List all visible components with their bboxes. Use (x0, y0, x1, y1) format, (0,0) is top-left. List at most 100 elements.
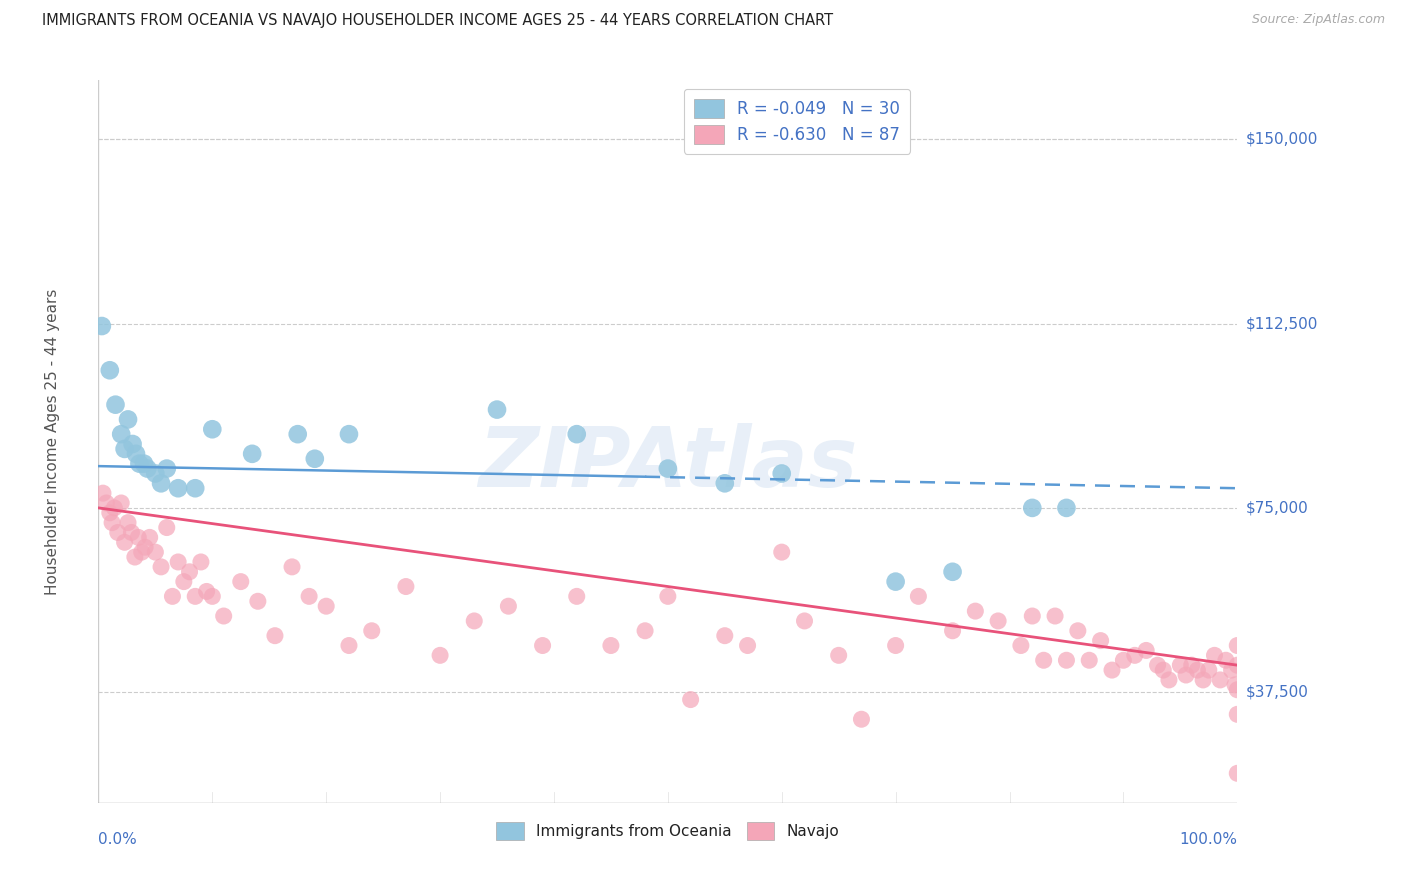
Point (1175, 668, 1198, 682)
Point (1067, 624, 1090, 638)
Point (679, 692, 702, 706)
Point (884, 574, 907, 589)
Point (1209, 673, 1232, 687)
Point (173, 574, 195, 589)
Point (298, 590, 321, 604)
Point (125, 447, 148, 461)
Point (104, 398, 127, 412)
Text: Householder Income Ages 25 - 44 years: Householder Income Ages 25 - 44 years (45, 288, 60, 595)
Point (120, 525, 142, 540)
Point (337, 427, 360, 442)
Point (657, 590, 679, 604)
Point (117, 516, 139, 530)
Point (770, 545, 793, 559)
Point (90, 319, 112, 334)
Point (201, 590, 224, 604)
Point (184, 590, 207, 604)
Point (179, 565, 201, 579)
Point (565, 427, 588, 442)
Point (565, 590, 588, 604)
Point (360, 624, 382, 638)
Point (1078, 653, 1101, 667)
Text: $150,000: $150,000 (1246, 132, 1317, 147)
Point (714, 629, 737, 643)
Point (1204, 648, 1226, 663)
Point (98, 363, 121, 377)
Point (162, 590, 184, 604)
Point (132, 457, 155, 471)
Point (429, 648, 451, 663)
Point (201, 422, 224, 436)
Point (1021, 500, 1043, 515)
Point (1146, 658, 1168, 673)
Point (942, 624, 965, 638)
Text: Source: ZipAtlas.com: Source: ZipAtlas.com (1251, 13, 1385, 27)
Point (315, 599, 337, 614)
Point (107, 525, 129, 540)
Point (1032, 653, 1054, 667)
Point (463, 614, 485, 628)
Point (145, 545, 167, 559)
Point (1056, 500, 1078, 515)
Point (1226, 766, 1249, 780)
Point (91, 486, 114, 500)
Point (121, 437, 143, 451)
Point (212, 609, 235, 624)
Point (240, 447, 263, 461)
Point (1157, 673, 1180, 687)
Point (246, 594, 269, 608)
Point (101, 516, 124, 530)
Legend: Immigrants from Oceania, Navajo: Immigrants from Oceania, Navajo (491, 816, 845, 846)
Point (145, 467, 167, 481)
Point (1152, 663, 1174, 677)
Point (304, 451, 326, 466)
Point (395, 580, 418, 594)
Point (486, 402, 509, 417)
Point (1226, 658, 1249, 673)
Point (195, 584, 218, 599)
Point (1223, 678, 1246, 692)
Point (138, 530, 160, 544)
Text: ZIPAtlas: ZIPAtlas (478, 423, 858, 504)
Text: 100.0%: 100.0% (1180, 831, 1237, 847)
Point (229, 574, 252, 589)
Point (156, 461, 179, 475)
Point (1123, 648, 1146, 663)
Point (737, 639, 759, 653)
Point (851, 712, 873, 726)
Point (98, 506, 121, 520)
Point (1226, 707, 1249, 722)
Point (96, 496, 118, 510)
Text: 0.0%: 0.0% (98, 831, 138, 847)
Point (184, 481, 207, 495)
Point (770, 467, 793, 481)
Point (128, 457, 150, 471)
Point (337, 639, 360, 653)
Point (884, 639, 907, 653)
Point (190, 555, 212, 569)
Point (124, 549, 146, 564)
Point (1021, 609, 1043, 624)
Point (1220, 663, 1243, 677)
Point (156, 520, 179, 534)
Point (110, 496, 132, 510)
Point (150, 476, 173, 491)
Point (1215, 653, 1237, 667)
Point (1170, 658, 1192, 673)
Point (634, 624, 657, 638)
Point (1135, 643, 1157, 657)
Point (114, 535, 136, 549)
Point (1181, 658, 1204, 673)
Text: $112,500: $112,500 (1246, 316, 1317, 331)
Point (281, 560, 304, 574)
Point (1043, 609, 1066, 624)
Point (1192, 673, 1215, 687)
Point (498, 599, 520, 614)
Point (1187, 663, 1209, 677)
Point (657, 461, 679, 475)
Point (287, 427, 309, 442)
Point (714, 476, 737, 491)
Point (531, 639, 554, 653)
Point (110, 427, 132, 442)
Point (127, 530, 149, 544)
